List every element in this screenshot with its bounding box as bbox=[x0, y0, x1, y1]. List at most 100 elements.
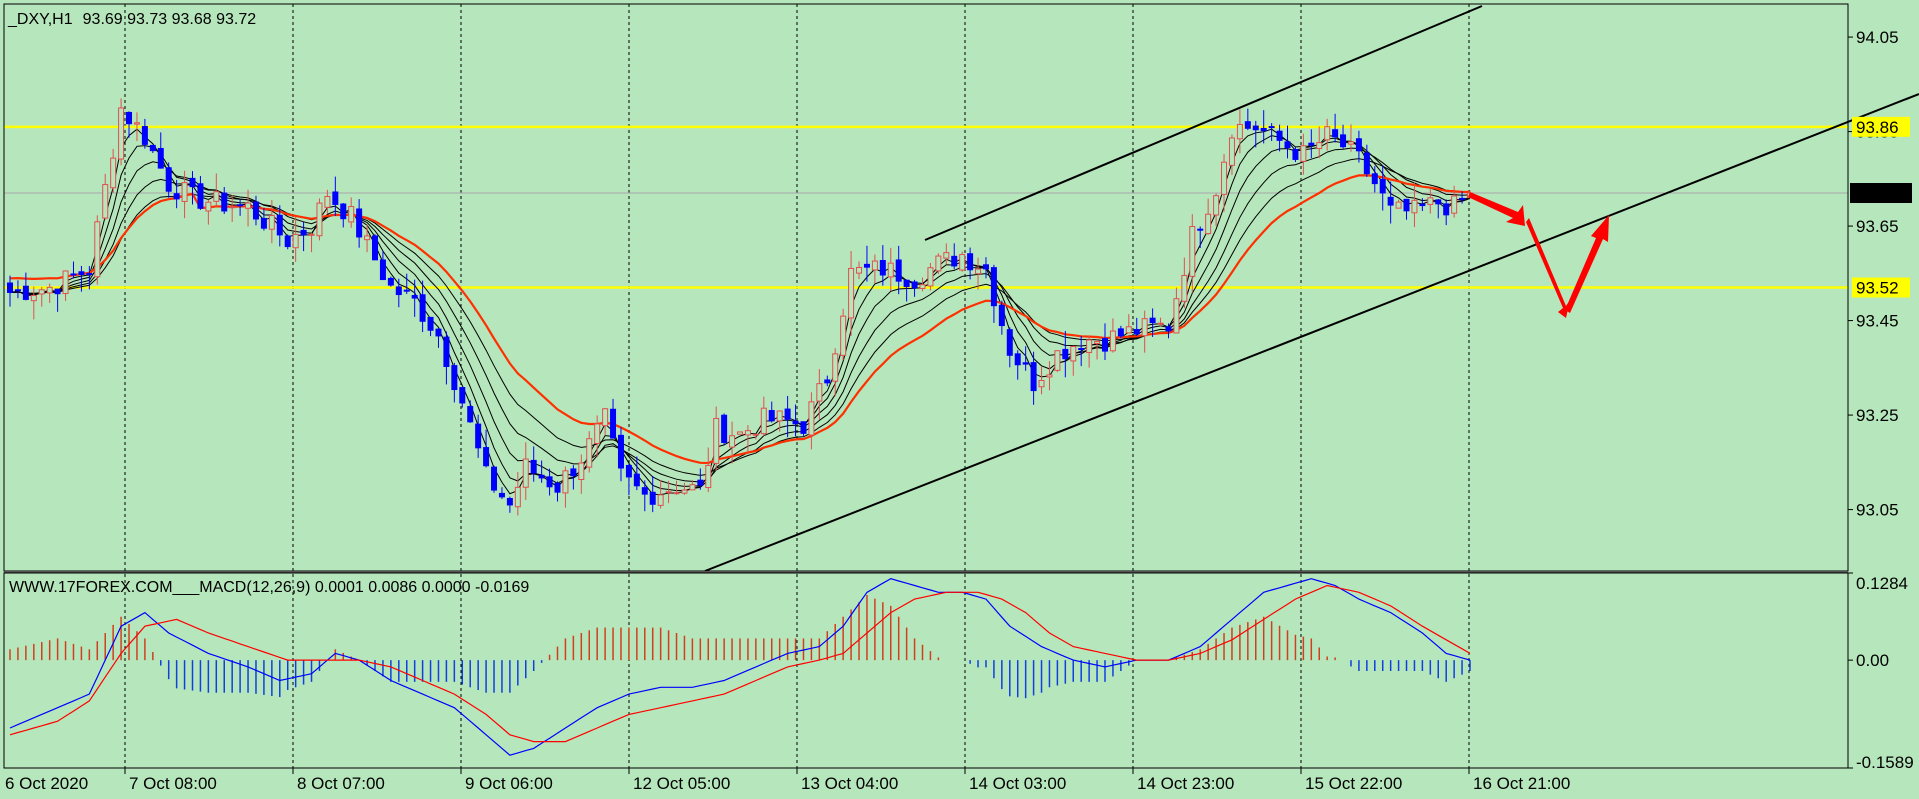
candlesticks bbox=[7, 98, 1473, 516]
candle-body bbox=[126, 111, 133, 125]
candle-body bbox=[1355, 138, 1362, 152]
candle-body bbox=[1030, 362, 1037, 392]
candle-body bbox=[1244, 121, 1251, 129]
candle-body bbox=[1284, 141, 1291, 149]
candle-body bbox=[245, 202, 252, 209]
candle-body bbox=[268, 215, 275, 230]
price-tick-label: 93.25 bbox=[1856, 406, 1899, 425]
candle-body bbox=[205, 201, 212, 212]
candle-body bbox=[1165, 326, 1172, 332]
candle-body bbox=[562, 470, 569, 494]
candle-body bbox=[141, 126, 148, 145]
time-tick-label: 7 Oct 08:00 bbox=[129, 774, 217, 793]
candle-body bbox=[586, 438, 593, 468]
candle-body bbox=[633, 473, 640, 487]
symbol-label: _DXY,H1 93.69 93.73 93.68 93.72 bbox=[7, 11, 256, 28]
candle-body bbox=[1403, 198, 1410, 212]
macd-line bbox=[9, 578, 1471, 756]
candle-body bbox=[554, 482, 561, 493]
candle-body bbox=[649, 491, 656, 505]
candle-body bbox=[316, 202, 323, 237]
candle-body bbox=[189, 177, 196, 188]
panel-frames bbox=[3, 3, 1849, 769]
candle-body bbox=[133, 122, 140, 125]
current-price-box bbox=[1850, 183, 1912, 203]
candle-body bbox=[514, 486, 521, 508]
candle-body bbox=[792, 420, 799, 425]
candle-body bbox=[427, 316, 434, 331]
level-price-label: 93.86 bbox=[1856, 118, 1899, 137]
time-tick-label: 15 Oct 22:00 bbox=[1305, 774, 1402, 793]
candle-body bbox=[919, 284, 926, 289]
candle-body bbox=[86, 273, 93, 276]
macd-indicator-label: WWW.17FOREX.COM___MACD(12,26,9) 0.0001 0… bbox=[9, 579, 529, 596]
candle-body bbox=[1268, 126, 1275, 129]
candle-body bbox=[602, 408, 609, 427]
candle-body bbox=[617, 434, 624, 469]
candle-body bbox=[157, 147, 164, 169]
candle-body bbox=[657, 494, 664, 506]
candle-body bbox=[752, 433, 759, 436]
candle-body bbox=[443, 336, 450, 367]
candle-body bbox=[1387, 196, 1394, 206]
channel-lower-line bbox=[704, 93, 1919, 572]
candle-body bbox=[689, 484, 696, 491]
candle-body bbox=[1046, 374, 1053, 378]
time-tick-label: 12 Oct 05:00 bbox=[633, 774, 730, 793]
candle-body bbox=[1419, 203, 1426, 207]
candle-body bbox=[1435, 199, 1442, 205]
candle-body bbox=[982, 264, 989, 270]
candle-body bbox=[816, 383, 823, 402]
candle-body bbox=[1125, 326, 1132, 334]
candle-body bbox=[379, 259, 386, 281]
candle-body bbox=[1363, 152, 1370, 175]
candle-body bbox=[30, 294, 37, 302]
forecast-arrow-down bbox=[1468, 192, 1525, 226]
candle-body bbox=[22, 285, 29, 300]
candle-body bbox=[967, 253, 974, 271]
candle-body bbox=[1141, 318, 1148, 337]
candle-body bbox=[1371, 173, 1378, 185]
candle-body bbox=[506, 497, 513, 506]
candle-body bbox=[1109, 330, 1116, 352]
candle-body bbox=[1451, 195, 1458, 214]
candle-body bbox=[1213, 195, 1220, 216]
candle-body bbox=[681, 489, 688, 494]
candle-body bbox=[1189, 226, 1196, 277]
candle-body bbox=[181, 182, 188, 202]
candle-body bbox=[744, 430, 751, 436]
candle-body bbox=[260, 217, 267, 229]
trend-channel[interactable] bbox=[704, 5, 1919, 572]
candle-body bbox=[1205, 213, 1212, 235]
candle-body bbox=[1347, 141, 1354, 145]
candle-body bbox=[395, 286, 402, 296]
candle-body bbox=[292, 233, 299, 249]
candle-body bbox=[165, 167, 172, 192]
candle-body bbox=[46, 286, 53, 294]
candle-body bbox=[538, 474, 545, 479]
candle-body bbox=[1102, 338, 1108, 352]
signal-line bbox=[9, 584, 1471, 743]
candle-body bbox=[1070, 345, 1077, 362]
candle-body bbox=[578, 462, 585, 480]
candle-body bbox=[213, 191, 220, 202]
candle-body bbox=[1197, 228, 1204, 231]
candle-body bbox=[697, 479, 704, 486]
level-price-box bbox=[1852, 277, 1910, 298]
candle-body bbox=[387, 277, 394, 286]
candle-body bbox=[459, 387, 466, 404]
time-tick-label: 16 Oct 21:00 bbox=[1473, 774, 1570, 793]
candle-body bbox=[38, 289, 45, 295]
candle-body bbox=[252, 201, 259, 220]
candle-body bbox=[1094, 340, 1101, 344]
candle-body bbox=[348, 206, 355, 223]
candle-body bbox=[1316, 142, 1323, 150]
candle-body bbox=[975, 268, 982, 275]
candle-body bbox=[895, 259, 902, 282]
candle-body bbox=[1260, 127, 1267, 132]
candle-body bbox=[760, 407, 767, 435]
candle-body bbox=[356, 208, 363, 238]
candle-body bbox=[887, 262, 894, 278]
candle-body bbox=[959, 254, 966, 271]
